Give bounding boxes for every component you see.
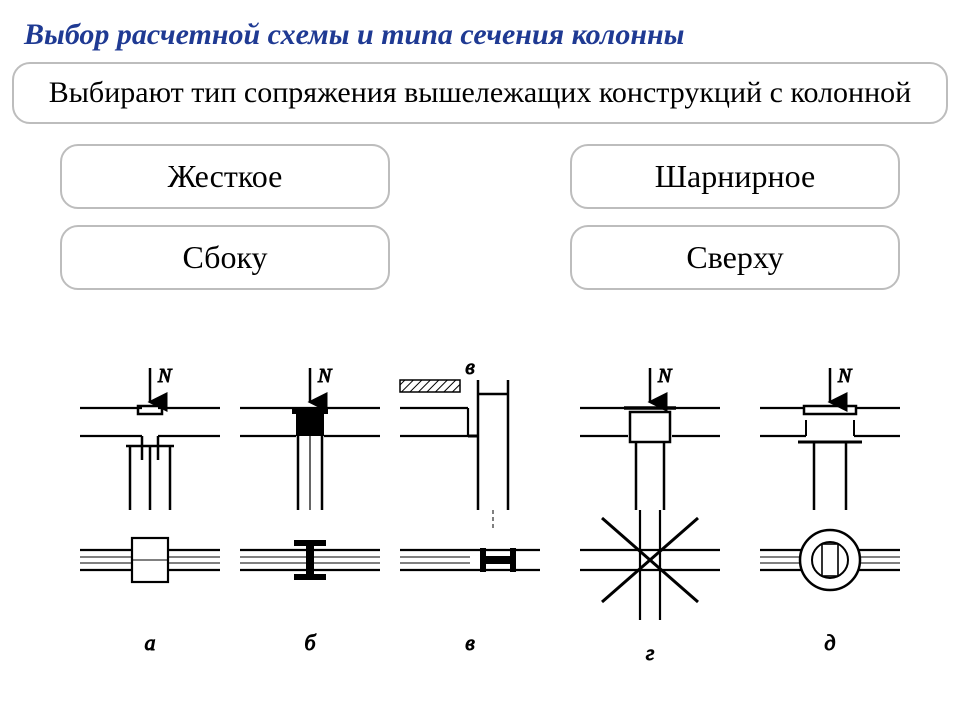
fig-label-d: д (824, 630, 835, 655)
option-side: Сбоку (60, 225, 390, 290)
option-row-2: Сбоку Сверху (0, 215, 960, 290)
diagram-a: N а (80, 365, 220, 655)
option-row-1: Жесткое Шарнирное (0, 134, 960, 209)
diagram-g: N г (580, 365, 720, 665)
diagram-d: N д (760, 365, 900, 655)
force-label: N (157, 365, 173, 387)
option-top: Сверху (570, 225, 900, 290)
page-title: Выбор расчетной схемы и типа сечения кол… (0, 0, 960, 62)
fig-label-c: в (465, 630, 475, 655)
diagram-c: в в (400, 360, 540, 655)
option-hinged: Шарнирное (570, 144, 900, 209)
connection-diagrams-svg: N а N (0, 360, 960, 700)
diagram-b: N б (240, 365, 380, 655)
force-label: N (837, 365, 853, 387)
fig-label-a: а (145, 630, 156, 655)
force-label: N (317, 365, 333, 387)
fig-label-c-top: в (465, 360, 475, 379)
force-label: N (657, 365, 673, 387)
option-rigid: Жесткое (60, 144, 390, 209)
fig-label-b: б (304, 630, 316, 655)
fig-label-g: г (646, 640, 655, 665)
connection-type-prompt: Выбирают тип сопряжения вышележащих конс… (12, 62, 948, 124)
diagram-panel: N а N (0, 360, 960, 700)
